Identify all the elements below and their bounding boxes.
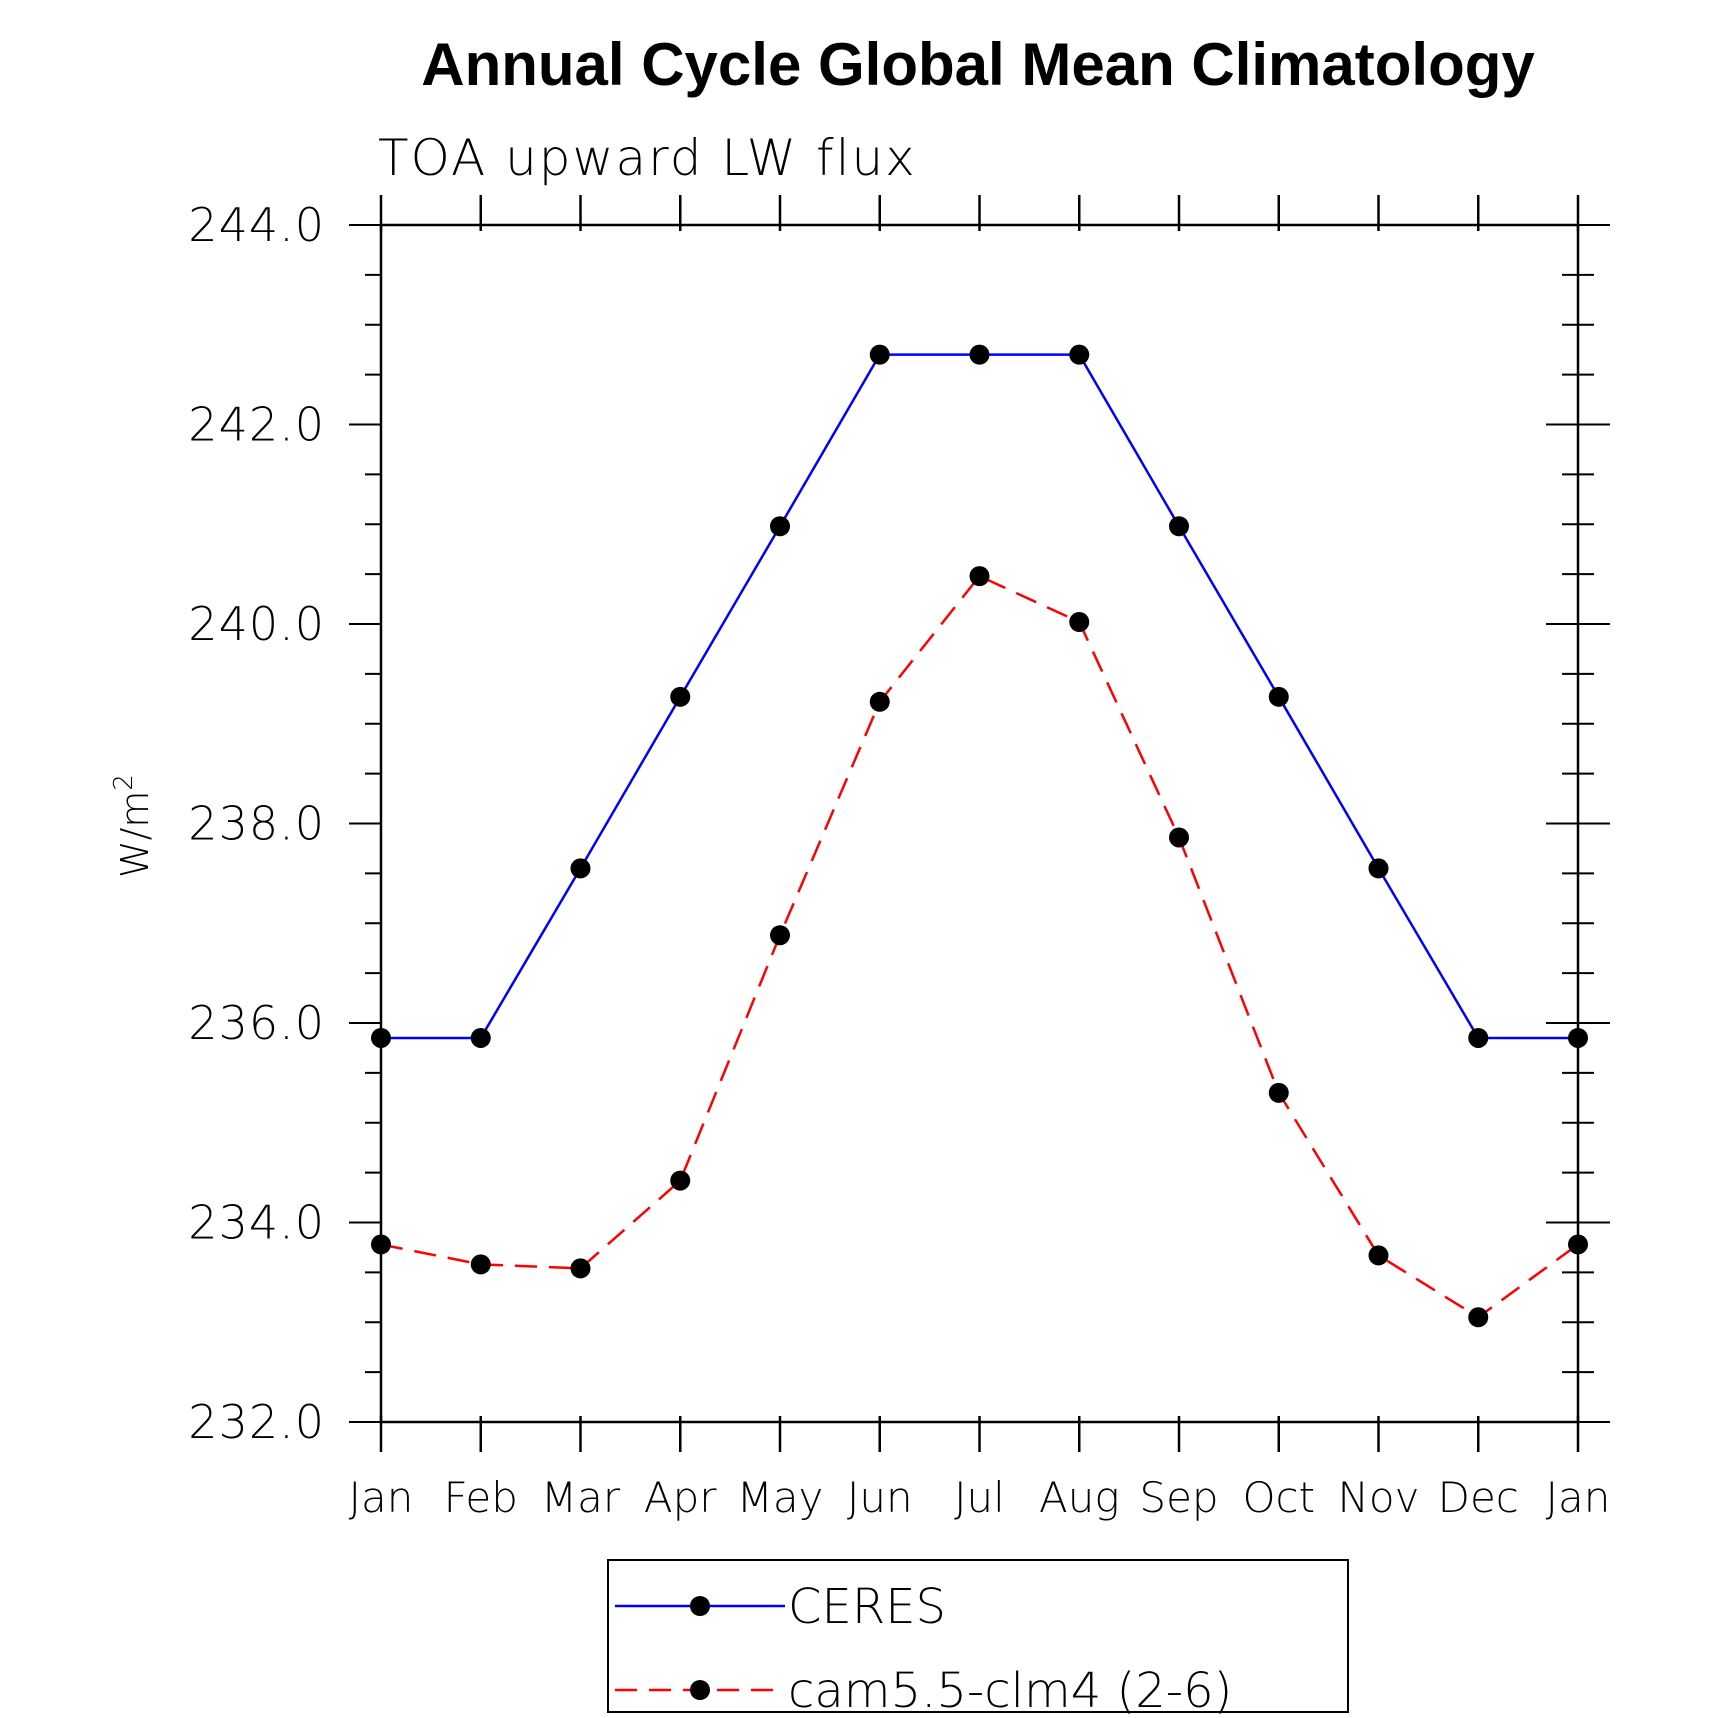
data-point xyxy=(1268,1082,1289,1103)
x-tick-label: Apr xyxy=(644,1473,717,1522)
data-point xyxy=(1069,344,1090,365)
x-tick-label: Mar xyxy=(541,1473,621,1522)
legend-marker xyxy=(690,1680,710,1700)
y-tick-label: 242.0 xyxy=(188,398,325,452)
y-tick-label: 244.0 xyxy=(188,198,325,252)
x-tick-label: Jan xyxy=(349,1473,414,1522)
y-tick-label: 232.0 xyxy=(188,1395,325,1449)
legend-marker xyxy=(690,1596,710,1616)
data-point xyxy=(470,1027,491,1048)
series-line xyxy=(380,574,1579,1319)
x-tick-label: Jul xyxy=(954,1473,1005,1522)
legend: CERES cam5.5-clm4 (2-6) xyxy=(607,1559,1349,1718)
x-axis-ticks: Jan Feb Mar Apr May Jun Jul Aug Sep Oct Nov Dec Jan xyxy=(349,195,1611,1522)
y-axis-ticks: 232.0 234.0 236.0 238.0 240.0 242.0 244.0 xyxy=(188,198,1610,1449)
y-tick-label: 238.0 xyxy=(188,797,325,851)
x-tick-label: Oct xyxy=(1242,1473,1315,1522)
data-point xyxy=(371,1234,391,1255)
x-tick-label: Jun xyxy=(847,1473,913,1522)
data-point xyxy=(1568,1027,1588,1048)
data-point xyxy=(1368,858,1389,879)
series-ceres xyxy=(371,344,1588,1048)
plot-border xyxy=(379,223,1580,1424)
data-point xyxy=(770,925,790,946)
series-cam5-5-clm4 xyxy=(371,566,1588,1328)
x-tick-label: Aug xyxy=(1039,1473,1120,1522)
data-point xyxy=(1069,612,1090,633)
data-point xyxy=(371,1027,391,1048)
x-tick-label: May xyxy=(737,1473,824,1522)
data-point xyxy=(670,1170,691,1191)
chart-subtitle: TOA upward LW flux xyxy=(378,129,917,187)
y-tick-label: 236.0 xyxy=(188,996,325,1050)
data-point xyxy=(570,858,591,879)
data-point xyxy=(1368,1245,1389,1266)
y-tick-label: 240.0 xyxy=(188,597,325,651)
legend-box xyxy=(607,1559,1349,1713)
x-tick-label: Feb xyxy=(444,1473,518,1522)
data-point xyxy=(1468,1307,1489,1328)
x-tick-label: Dec xyxy=(1438,1473,1519,1522)
plot-frame xyxy=(379,223,1580,1424)
data-point xyxy=(1468,1027,1489,1048)
x-tick-label: Jan xyxy=(1546,1473,1611,1522)
data-point xyxy=(670,686,691,707)
legend-label: cam5.5-clm4 (2-6) xyxy=(788,1663,1232,1718)
data-point xyxy=(969,344,990,365)
data-point xyxy=(869,344,890,365)
data-point xyxy=(470,1254,491,1275)
data-point xyxy=(969,566,990,587)
legend-label: CERES xyxy=(788,1579,946,1635)
data-point xyxy=(1169,516,1189,537)
y-tick-label: 234.0 xyxy=(188,1196,325,1250)
data-point xyxy=(1268,686,1289,707)
series-layer xyxy=(371,344,1588,1328)
data-point xyxy=(1169,827,1189,848)
data-point xyxy=(770,516,790,537)
y-axis-label: W/m2 xyxy=(109,774,157,878)
series-line xyxy=(381,353,1578,1040)
data-point xyxy=(869,691,890,712)
x-tick-label: Sep xyxy=(1139,1473,1218,1522)
data-point xyxy=(1568,1234,1588,1255)
chart-title: Annual Cycle Global Mean Climatology xyxy=(421,31,1535,98)
data-point xyxy=(570,1258,591,1279)
x-tick-label: Nov xyxy=(1338,1473,1420,1522)
